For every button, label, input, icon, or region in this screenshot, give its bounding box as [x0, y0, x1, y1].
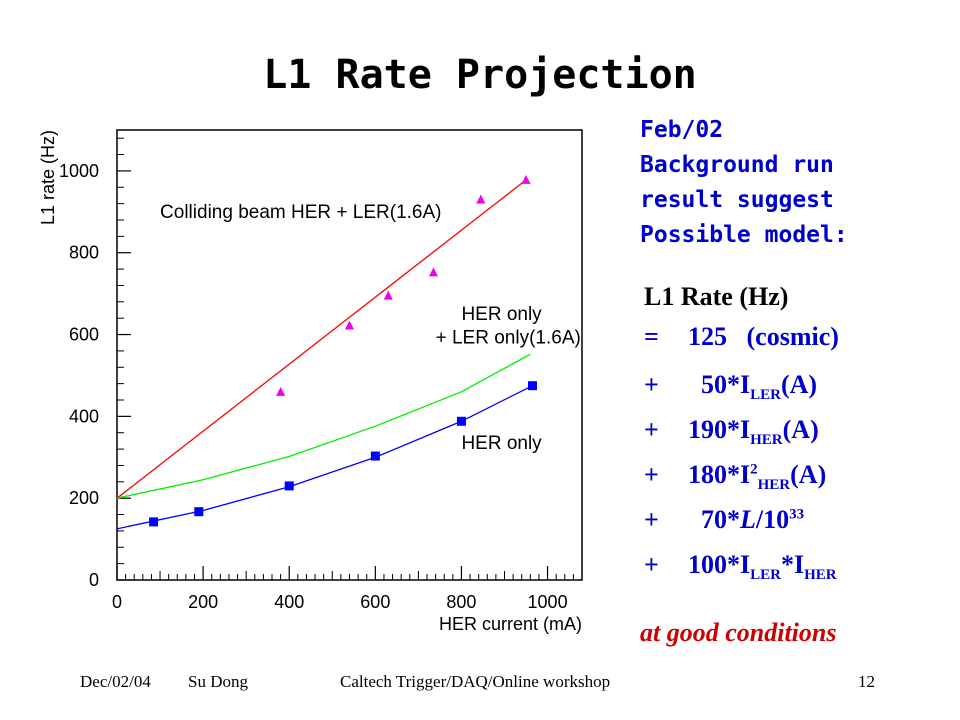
- model-tail: (A): [790, 460, 827, 489]
- model-coef: 100*I: [688, 550, 751, 579]
- y-tick-label: 200: [69, 488, 99, 508]
- model-op: =: [644, 322, 659, 351]
- model-tail: (A): [780, 370, 818, 399]
- x-tick-label: 1000: [528, 592, 568, 612]
- model-note: Feb/02 Background run result suggest Pos…: [640, 113, 960, 253]
- model-op: +: [644, 505, 659, 534]
- model-mid: *I: [780, 550, 805, 579]
- model-term-ler: + 50*ILER(A): [644, 370, 817, 404]
- model-coef: 180*I: [688, 460, 751, 489]
- y-tick-label: 600: [69, 325, 99, 345]
- model-sup: 33: [789, 506, 805, 523]
- colliding-point: [345, 320, 354, 330]
- plot-frame: [116, 129, 583, 581]
- conditions-note: at good conditions: [640, 618, 837, 647]
- colliding-point: [383, 290, 393, 300]
- annotation-ler-only: + LER only(1.6A): [436, 328, 581, 349]
- model-op: +: [644, 550, 659, 579]
- footer-author: Su Dong: [188, 672, 248, 691]
- model-coef: 50*I: [701, 370, 751, 399]
- model-luminosity-symbol: L: [740, 505, 756, 534]
- her_ler-fit-line: [116, 353, 531, 499]
- model-sub: LER: [750, 387, 781, 404]
- annotation-colliding: Colliding beam HER + LER(1.6A): [160, 202, 441, 223]
- her-point: [194, 507, 204, 517]
- note-line-4: Possible model:: [640, 222, 848, 248]
- model-term-cosmic: = 125 (cosmic): [644, 322, 839, 352]
- model-coef: 70*: [701, 505, 740, 534]
- model-value: 125: [688, 322, 727, 351]
- model-sub: LER: [750, 567, 781, 584]
- y-tick-label: 1000: [59, 161, 99, 181]
- note-line-2: Background run: [640, 152, 834, 178]
- model-tail: (A): [782, 415, 819, 444]
- annotation-her-only-top: HER only: [461, 304, 542, 325]
- her-fit-line: [116, 385, 533, 530]
- her-point: [456, 416, 466, 426]
- note-line-3: result suggest: [640, 187, 834, 213]
- x-tick-label: 600: [360, 592, 390, 612]
- model-op: +: [644, 415, 659, 444]
- colliding-point: [476, 194, 486, 204]
- x-axis-label: HER current (mA): [439, 614, 582, 634]
- model-sub: HER: [804, 567, 837, 584]
- x-tick-label: 800: [446, 592, 476, 612]
- colliding-fit-line: [116, 179, 527, 499]
- her-point: [370, 451, 380, 461]
- y-tick-label: 800: [69, 243, 99, 263]
- her-point: [527, 381, 537, 391]
- her-point: [149, 517, 159, 527]
- footer-event: Caltech Trigger/DAQ/Online workshop: [340, 672, 611, 691]
- colliding-point: [521, 174, 531, 184]
- her-point: [284, 481, 294, 491]
- slide-title: L1 Rate Projection: [263, 52, 697, 98]
- model-coef: 190*I: [688, 415, 751, 444]
- footer-page-number: 12: [858, 672, 875, 691]
- model-tail: (cosmic): [746, 322, 839, 351]
- model-header: L1 Rate (Hz): [644, 282, 789, 311]
- model-div: /10: [755, 505, 790, 534]
- annotation-her-only-bottom: HER only: [461, 433, 542, 454]
- model-term-her: +190*IHER(A): [644, 415, 819, 449]
- x-tick-label: 400: [274, 592, 304, 612]
- model-sub: HER: [750, 432, 783, 449]
- model-sub: HER: [757, 477, 791, 494]
- x-tick-label: 0: [112, 592, 122, 612]
- y-tick-label: 0: [89, 570, 99, 590]
- footer-date: Dec/02/04: [80, 672, 151, 691]
- model-term-cross: +100*ILER*IHER: [644, 550, 837, 584]
- model-sup: 2: [750, 461, 758, 478]
- note-line-1: Feb/02: [640, 117, 724, 143]
- x-tick-label: 200: [188, 592, 218, 612]
- colliding-point: [428, 267, 438, 277]
- model-op: +: [644, 460, 659, 489]
- model-term-luminosity: + 70*L/1033: [644, 505, 804, 535]
- colliding-point: [276, 386, 286, 396]
- y-tick-label: 400: [69, 406, 99, 426]
- model-op: +: [644, 370, 659, 399]
- model-term-her-squared: +180*I2HER(A): [644, 460, 826, 494]
- y-axis-label: L1 rate (Hz): [38, 130, 58, 225]
